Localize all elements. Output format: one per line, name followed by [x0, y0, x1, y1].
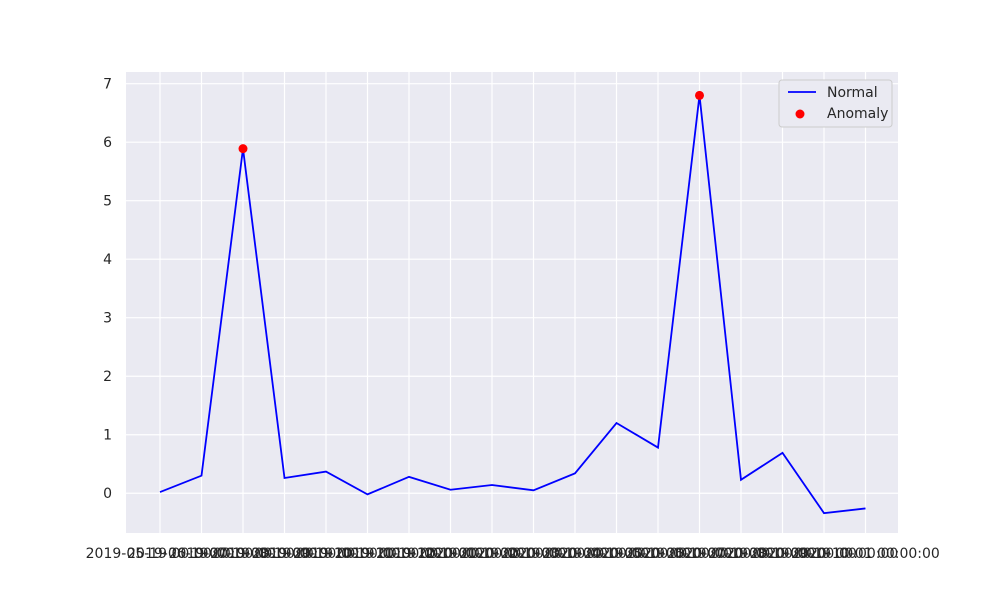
x-tick-label: 2020-06-19 00:00:00 [625, 546, 774, 562]
x-tick-label: 2019-10-19 00:00:00 [293, 546, 442, 562]
y-tick-label: 2 [103, 369, 112, 385]
x-tick-label: 2019-09-19 00:00:00 [252, 546, 401, 562]
x-tick-label: 2020-10-01 00:00:00 [791, 546, 940, 562]
y-tick-label: 0 [103, 486, 112, 502]
x-tick-label: 2020-01-19 00:00:00 [418, 546, 567, 562]
y-tick-label: 1 [103, 428, 112, 444]
y-tick-label: 7 [103, 77, 112, 93]
x-tick-label: 2020-04-19 00:00:00 [542, 546, 691, 562]
x-tick-label: 2019-08-19 00:00:00 [210, 546, 359, 562]
x-tick-label: 2019-11-19 00:00:00 [335, 546, 484, 562]
grid [126, 72, 898, 533]
x-tick-label: 2020-05-19 00:00:00 [584, 546, 733, 562]
y-axis-ticks: 0 1 2 3 4 5 6 7 [103, 77, 112, 503]
y-tick-label: 6 [103, 135, 112, 151]
series-line-normal [159, 95, 866, 515]
y-tick-label: 4 [103, 252, 112, 268]
x-tick-label: 2020-09-19 00:00:00 [750, 546, 899, 562]
legend-anomaly-label: Anomaly [827, 106, 888, 122]
x-tick-label: 2019-06-19 00:00:00 [127, 546, 276, 562]
anomaly-point [238, 144, 248, 154]
anomaly-point [695, 90, 704, 100]
series-layer [159, 95, 866, 515]
x-tick-label: 2019-07-19 00:00:00 [169, 546, 318, 562]
x-tick-label: 2020-08-19 00:00:00 [708, 546, 857, 562]
x-tick-label: 2019-05-19 00:00:00 [86, 546, 235, 562]
legend-normal-label: Normal [827, 85, 878, 101]
x-tick-label: 2020-02-19 00:00:00 [459, 546, 608, 562]
y-tick-label: 3 [103, 311, 112, 327]
plot-area [126, 72, 898, 533]
x-tick-label: 2019-12-19 00:00:00 [376, 546, 525, 562]
y-tick-label: 5 [103, 194, 112, 210]
x-tick-label: 2020-07-19 00:00:00 [667, 546, 816, 562]
legend-anomaly-swatch [795, 109, 805, 119]
legend: Normal Anomaly [778, 79, 893, 128]
anomaly-layer [238, 90, 704, 154]
x-tick-label: 2020-03-19 00:00:00 [501, 546, 650, 562]
